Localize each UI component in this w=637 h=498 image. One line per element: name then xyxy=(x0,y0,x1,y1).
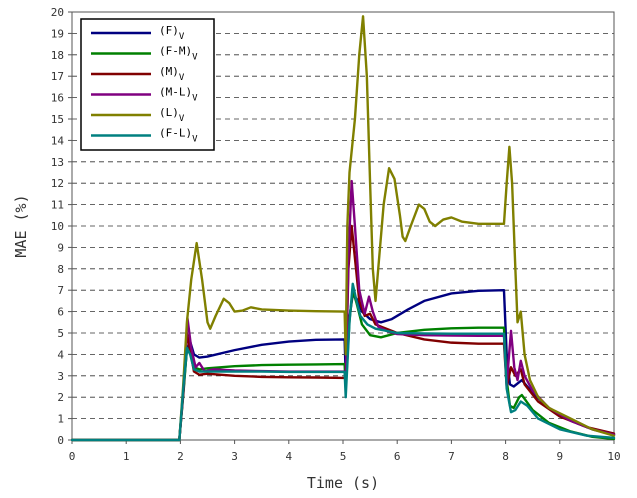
y-tick-label: 6 xyxy=(57,306,64,319)
legend-entry: (F)V xyxy=(159,24,185,42)
series-line xyxy=(70,15,616,442)
y-tick-label: 5 xyxy=(57,327,64,340)
y-tick-label: 8 xyxy=(57,263,64,276)
y-axis-label: MAE (%) xyxy=(12,194,30,257)
y-tick-label: 3 xyxy=(57,370,64,383)
x-tick-label: 10 xyxy=(607,450,620,463)
legend-entry: (L)V xyxy=(159,106,185,124)
legend-entry-name: (M) xyxy=(159,65,179,78)
legend-entry-name: (F) xyxy=(159,24,179,37)
x-tick-label: 2 xyxy=(177,450,184,463)
series-line xyxy=(70,179,616,442)
legend-box xyxy=(80,18,215,151)
y-tick-label: 12 xyxy=(51,177,64,190)
x-axis: 0 1 2 3 4 5 6 7 8 9 10 xyxy=(69,440,621,463)
y-tick-label: 11 xyxy=(51,199,64,212)
x-axis-label: Time (s) xyxy=(307,474,379,492)
x-tick-label: 8 xyxy=(502,450,509,463)
legend-entry-subscript: V xyxy=(192,135,198,145)
legend-entry-name: (L) xyxy=(159,106,179,119)
y-tick-label: 2 xyxy=(57,391,64,404)
y-tick-label: 1 xyxy=(57,413,64,426)
y-tick-label: 4 xyxy=(57,348,64,361)
x-tick-label: 9 xyxy=(556,450,563,463)
legend-entry: (M)V xyxy=(159,65,185,83)
x-tick-label: 1 xyxy=(123,450,130,463)
legend-entry-name: (M-L) xyxy=(159,86,192,99)
x-tick-label: 4 xyxy=(285,450,292,463)
x-tick-label: 3 xyxy=(231,450,238,463)
x-tick-label: 6 xyxy=(394,450,401,463)
y-tick-label: 7 xyxy=(57,284,64,297)
y-tick-label: 0 xyxy=(57,434,64,447)
legend-entry: (F-L)V xyxy=(159,127,198,145)
legend-entry-subscript: V xyxy=(179,32,185,42)
y-tick-label: 15 xyxy=(51,113,64,126)
y-tick-label: 14 xyxy=(51,134,65,147)
x-tick-label: 5 xyxy=(340,450,347,463)
legend-entry-subscript: V xyxy=(179,73,185,83)
x-tick-label: 7 xyxy=(448,450,455,463)
legend: (F)V(F-M)V(M)V(M-L)V(L)V(F-L)V xyxy=(80,18,215,151)
series-lines xyxy=(70,15,616,442)
legend-entry: (M-L)V xyxy=(159,86,198,104)
series-line xyxy=(70,289,616,442)
legend-entry-subscript: V xyxy=(179,114,185,124)
legend-entry-subscript: V xyxy=(192,94,198,104)
y-tick-label: 17 xyxy=(51,70,64,83)
legend-entry-name: (F-M) xyxy=(159,45,192,58)
legend-entry-subscript: V xyxy=(192,53,198,63)
legend-entry: (F-M)V xyxy=(159,45,198,63)
y-tick-label: 19 xyxy=(51,27,64,40)
y-tick-label: 16 xyxy=(51,92,64,105)
y-tick-label: 13 xyxy=(51,156,64,169)
y-tick-label: 10 xyxy=(51,220,64,233)
legend-entry-name: (F-L) xyxy=(159,127,192,140)
y-tick-label: 18 xyxy=(51,49,64,62)
x-tick-label: 0 xyxy=(69,450,76,463)
series-line xyxy=(70,282,616,442)
gridlines xyxy=(72,33,614,420)
y-tick-label: 9 xyxy=(57,241,64,254)
y-tick-label: 20 xyxy=(51,6,64,19)
